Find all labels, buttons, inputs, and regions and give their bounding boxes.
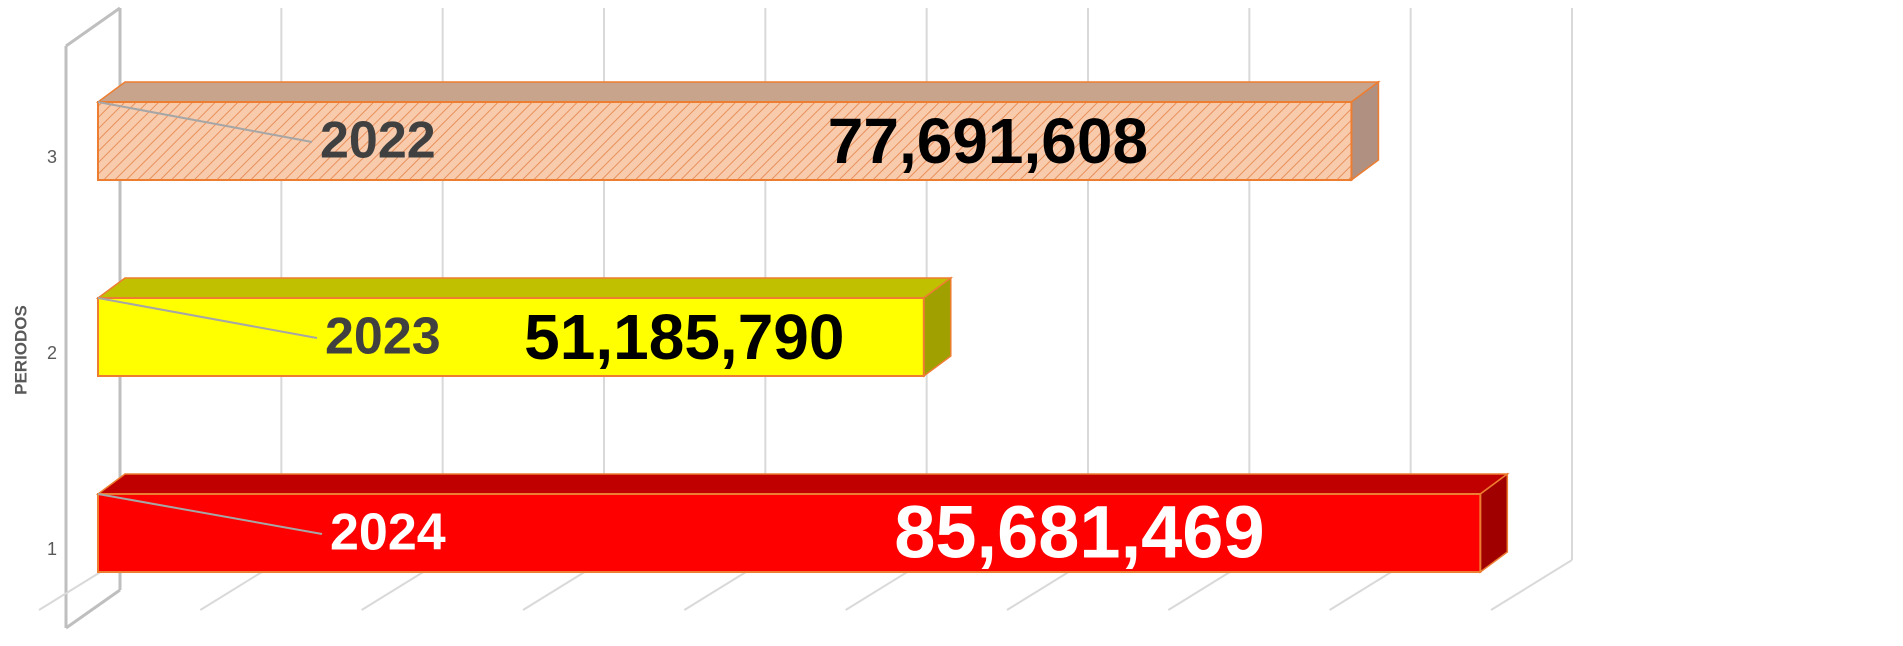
bar-label: 2024 — [330, 504, 446, 562]
leader-line — [97, 101, 313, 143]
y-axis-label: PERIODOS — [11, 305, 30, 395]
bar-label: 2022 — [320, 112, 436, 170]
y-tick-label: 2 — [47, 343, 57, 363]
y-tick-label: 1 — [47, 539, 57, 559]
axis-wall — [65, 6, 121, 48]
bar — [97, 297, 925, 377]
y-tick-label: 3 — [47, 147, 57, 167]
bar-top — [95, 277, 954, 299]
bar — [97, 101, 1353, 181]
bar-top — [95, 81, 1381, 103]
axis-wall — [65, 588, 121, 630]
value-label: 51,185,790 — [524, 301, 844, 373]
bar-label: 2023 — [325, 308, 441, 366]
bar-top — [95, 473, 1510, 495]
value-label: 85,681,469 — [894, 491, 1264, 574]
bar — [97, 493, 1482, 573]
leader-line — [97, 297, 318, 339]
leader-line — [97, 493, 323, 535]
value-label: 77,691,608 — [828, 105, 1148, 177]
grid-line-floor — [1490, 559, 1573, 611]
